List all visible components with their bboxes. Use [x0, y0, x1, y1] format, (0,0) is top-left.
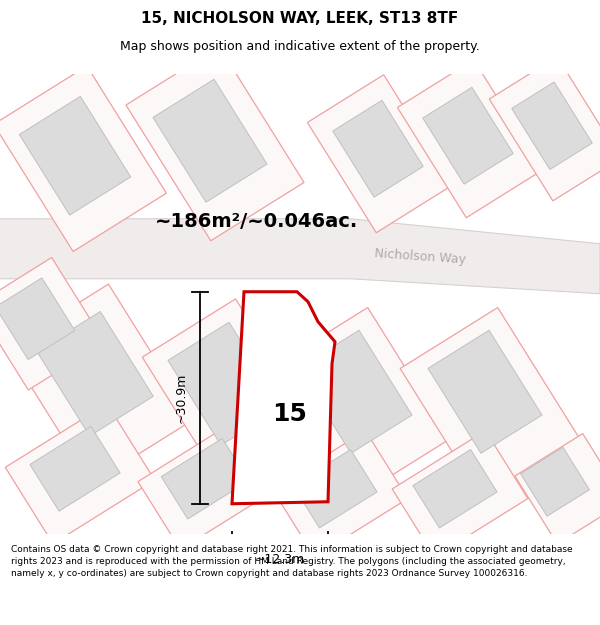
- Text: Nicholson Way: Nicholson Way: [374, 247, 466, 266]
- Polygon shape: [489, 57, 600, 201]
- Polygon shape: [270, 308, 450, 500]
- Polygon shape: [521, 448, 589, 516]
- Polygon shape: [0, 278, 75, 359]
- Polygon shape: [0, 66, 166, 251]
- Polygon shape: [307, 75, 452, 232]
- Polygon shape: [142, 299, 318, 489]
- Polygon shape: [0, 219, 600, 294]
- Text: 15: 15: [272, 402, 307, 426]
- Polygon shape: [5, 404, 155, 544]
- Polygon shape: [333, 100, 423, 198]
- Polygon shape: [512, 82, 592, 169]
- Polygon shape: [428, 330, 542, 453]
- Polygon shape: [168, 322, 282, 445]
- Polygon shape: [0, 258, 104, 390]
- Polygon shape: [392, 431, 528, 557]
- Polygon shape: [30, 426, 120, 511]
- Text: ~186m²/~0.046ac.: ~186m²/~0.046ac.: [155, 213, 358, 231]
- Text: ~12.3m: ~12.3m: [255, 552, 305, 566]
- Polygon shape: [298, 330, 412, 453]
- Polygon shape: [400, 308, 580, 500]
- Polygon shape: [397, 60, 542, 218]
- Polygon shape: [293, 449, 377, 528]
- Polygon shape: [153, 79, 267, 202]
- Text: Map shows position and indicative extent of the property.: Map shows position and indicative extent…: [120, 40, 480, 53]
- Polygon shape: [232, 292, 335, 504]
- Text: Contains OS data © Crown copyright and database right 2021. This information is : Contains OS data © Crown copyright and d…: [11, 545, 572, 578]
- Polygon shape: [515, 434, 600, 544]
- Polygon shape: [423, 88, 513, 184]
- Polygon shape: [37, 311, 153, 436]
- Text: 15, NICHOLSON WAY, LEEK, ST13 8TF: 15, NICHOLSON WAY, LEEK, ST13 8TF: [142, 11, 458, 26]
- Polygon shape: [126, 47, 304, 241]
- Polygon shape: [138, 418, 282, 549]
- Polygon shape: [19, 96, 131, 215]
- Polygon shape: [413, 449, 497, 528]
- Polygon shape: [161, 439, 249, 519]
- Polygon shape: [7, 284, 193, 483]
- Text: ~30.9m: ~30.9m: [175, 372, 188, 423]
- Polygon shape: [272, 431, 408, 557]
